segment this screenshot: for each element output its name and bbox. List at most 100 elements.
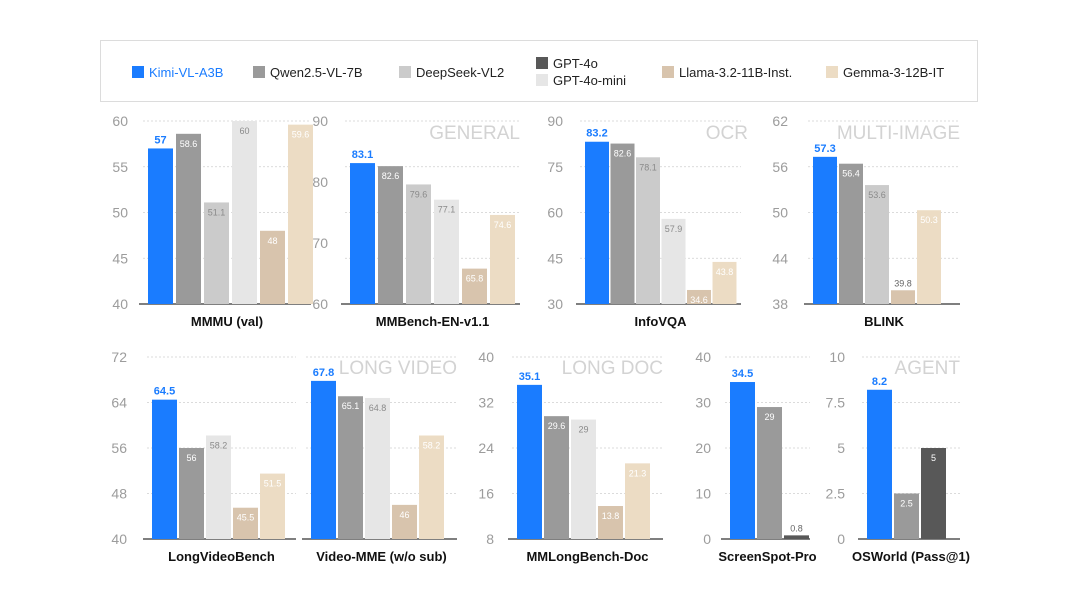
bar-gemma-3-12b-it bbox=[419, 435, 444, 539]
data-label: 65.1 bbox=[342, 401, 360, 411]
legend-item-gemma-3-12b-it: Gemma-3-12B-IT bbox=[826, 65, 944, 80]
bar-llama-3-2-11b-inst bbox=[891, 290, 915, 304]
legend-swatch bbox=[132, 66, 144, 78]
data-label: 58.2 bbox=[423, 440, 441, 450]
bar-gpt-4o-mini bbox=[206, 435, 231, 539]
data-label: 45.5 bbox=[237, 513, 255, 523]
y-tick-label: 2.5 bbox=[826, 486, 846, 502]
y-tick-label: 55 bbox=[112, 159, 128, 175]
y-tick-label: 32 bbox=[478, 395, 494, 411]
bar-qwen2-5-vl-7b bbox=[757, 407, 782, 539]
legend-item-deepseek-vl2: DeepSeek-VL2 bbox=[399, 65, 504, 80]
y-tick-label: 62 bbox=[772, 113, 788, 129]
bar-kimi-vl-a3b bbox=[350, 163, 375, 304]
bar-llama-3-2-11b-inst bbox=[462, 268, 487, 304]
data-label: 34.6 bbox=[690, 295, 708, 305]
chart-video-mme-w-o-sub: 67.8 65.1 64.8 46 58.2 Video-MME (w/o sub) bbox=[302, 356, 457, 564]
data-label: 74.6 bbox=[494, 220, 512, 230]
bar-gpt-4o-mini bbox=[661, 218, 686, 304]
y-tick-label: 75 bbox=[547, 159, 563, 175]
data-label: 83.1 bbox=[352, 149, 373, 161]
data-label: 83.2 bbox=[586, 128, 607, 140]
legend-swatch bbox=[536, 57, 548, 69]
chart-infovqa: 30 45 60 75 90 83.2 82.6 78.1 57.9 34.6 43.8 InfoVQ… bbox=[547, 113, 741, 329]
data-label: 59.6 bbox=[292, 130, 310, 140]
data-label: 56.4 bbox=[842, 169, 860, 179]
data-label: 64.5 bbox=[154, 386, 175, 398]
legend-swatch bbox=[826, 66, 838, 78]
bar-qwen2-5-vl-7b bbox=[839, 163, 863, 304]
bar-gpt-4o-mini bbox=[232, 121, 257, 304]
data-label: 57.3 bbox=[814, 143, 835, 155]
bar-deepseek-vl2 bbox=[406, 184, 431, 304]
y-tick-label: 40 bbox=[478, 349, 494, 365]
y-tick-label: 50 bbox=[772, 205, 788, 221]
y-tick-label: 8 bbox=[486, 531, 494, 547]
chart-longvideobench: 40 48 56 64 72 64.5 56 58.2 45.5 51.5 LongVideoBen… bbox=[111, 349, 296, 564]
data-label: 35.1 bbox=[519, 371, 540, 383]
data-label: 64.8 bbox=[369, 403, 387, 413]
chart-title: ScreenSpot-Pro bbox=[718, 549, 816, 564]
legend-box bbox=[100, 40, 978, 102]
bar-qwen2-5-vl-7b bbox=[378, 166, 403, 304]
legend-label: Kimi-VL-A3B bbox=[149, 65, 223, 80]
legend-item-qwen2-5-vl-7b: Qwen2.5-VL-7B bbox=[253, 65, 363, 80]
legend-swatch bbox=[253, 66, 265, 78]
data-label: 48 bbox=[267, 236, 277, 246]
data-label: 79.6 bbox=[410, 189, 428, 199]
bar-kimi-vl-a3b bbox=[517, 384, 542, 539]
bar-qwen2-5-vl-7b bbox=[610, 143, 635, 304]
chart-title: MMBench-EN-v1.1 bbox=[376, 314, 489, 329]
bar-gpt-4o-mini bbox=[365, 397, 390, 539]
y-tick-label: 72 bbox=[111, 349, 127, 365]
data-label: 8.2 bbox=[872, 376, 887, 388]
bar-gemma-3-12b-it bbox=[490, 214, 515, 304]
legend-item-llama-3-2-11b-inst: Llama-3.2-11B-Inst. bbox=[662, 65, 792, 80]
y-tick-label: 60 bbox=[312, 296, 328, 312]
legend-label: Llama-3.2-11B-Inst. bbox=[679, 65, 792, 80]
bar-llama-3-2-11b-inst bbox=[260, 230, 285, 304]
bar-kimi-vl-a3b bbox=[730, 382, 755, 539]
bar-kimi-vl-a3b bbox=[152, 399, 177, 539]
data-label: 60 bbox=[239, 126, 249, 136]
data-label: 82.6 bbox=[382, 171, 400, 181]
y-tick-label: 5 bbox=[837, 440, 845, 456]
y-tick-label: 60 bbox=[547, 205, 563, 221]
data-label: 57.9 bbox=[665, 224, 683, 234]
section-label-long-video: LONG VIDEO bbox=[339, 358, 457, 379]
bar-kimi-vl-a3b bbox=[867, 389, 892, 539]
bar-gemma-3-12b-it bbox=[625, 463, 650, 539]
data-label: 46 bbox=[399, 510, 409, 520]
y-tick-label: 10 bbox=[829, 349, 845, 365]
data-label: 82.6 bbox=[614, 149, 632, 159]
data-label: 21.3 bbox=[629, 468, 647, 478]
y-tick-label: 20 bbox=[695, 440, 711, 456]
bar-gpt-4o-mini bbox=[571, 419, 596, 539]
y-tick-label: 48 bbox=[111, 486, 127, 502]
data-label: 51.5 bbox=[264, 479, 282, 489]
y-tick-label: 40 bbox=[111, 531, 127, 547]
legend-label: Gemma-3-12B-IT bbox=[843, 65, 944, 80]
section-label-multi-image: MULTI-IMAGE bbox=[837, 123, 960, 144]
bar-gpt-4o bbox=[921, 448, 946, 539]
data-label: 78.1 bbox=[639, 162, 657, 172]
bar-kimi-vl-a3b bbox=[813, 156, 837, 304]
y-tick-label: 38 bbox=[772, 296, 788, 312]
bar-qwen2-5-vl-7b bbox=[176, 133, 201, 304]
y-tick-label: 90 bbox=[312, 113, 328, 129]
chart-title: InfoVQA bbox=[635, 314, 688, 329]
section-label-ocr: OCR bbox=[706, 123, 748, 144]
chart-mmmu-val: 40 45 50 55 60 57 58.6 51.1 60 48 59.6 MMMU (val) bbox=[112, 113, 313, 329]
data-label: 65.8 bbox=[466, 274, 484, 284]
legend-label: GPT-4o bbox=[553, 56, 598, 71]
y-tick-label: 70 bbox=[312, 235, 328, 251]
bar-qwen2-5-vl-7b bbox=[338, 396, 363, 539]
y-tick-label: 0 bbox=[703, 531, 711, 547]
data-label: 29.6 bbox=[548, 421, 566, 431]
data-label: 29 bbox=[764, 412, 774, 422]
bar-deepseek-vl2 bbox=[865, 185, 889, 304]
bar-gemma-3-12b-it bbox=[260, 473, 285, 539]
data-label: 5 bbox=[931, 453, 936, 463]
legend-item-kimi-vl-a3b: Kimi-VL-A3B bbox=[132, 65, 223, 80]
